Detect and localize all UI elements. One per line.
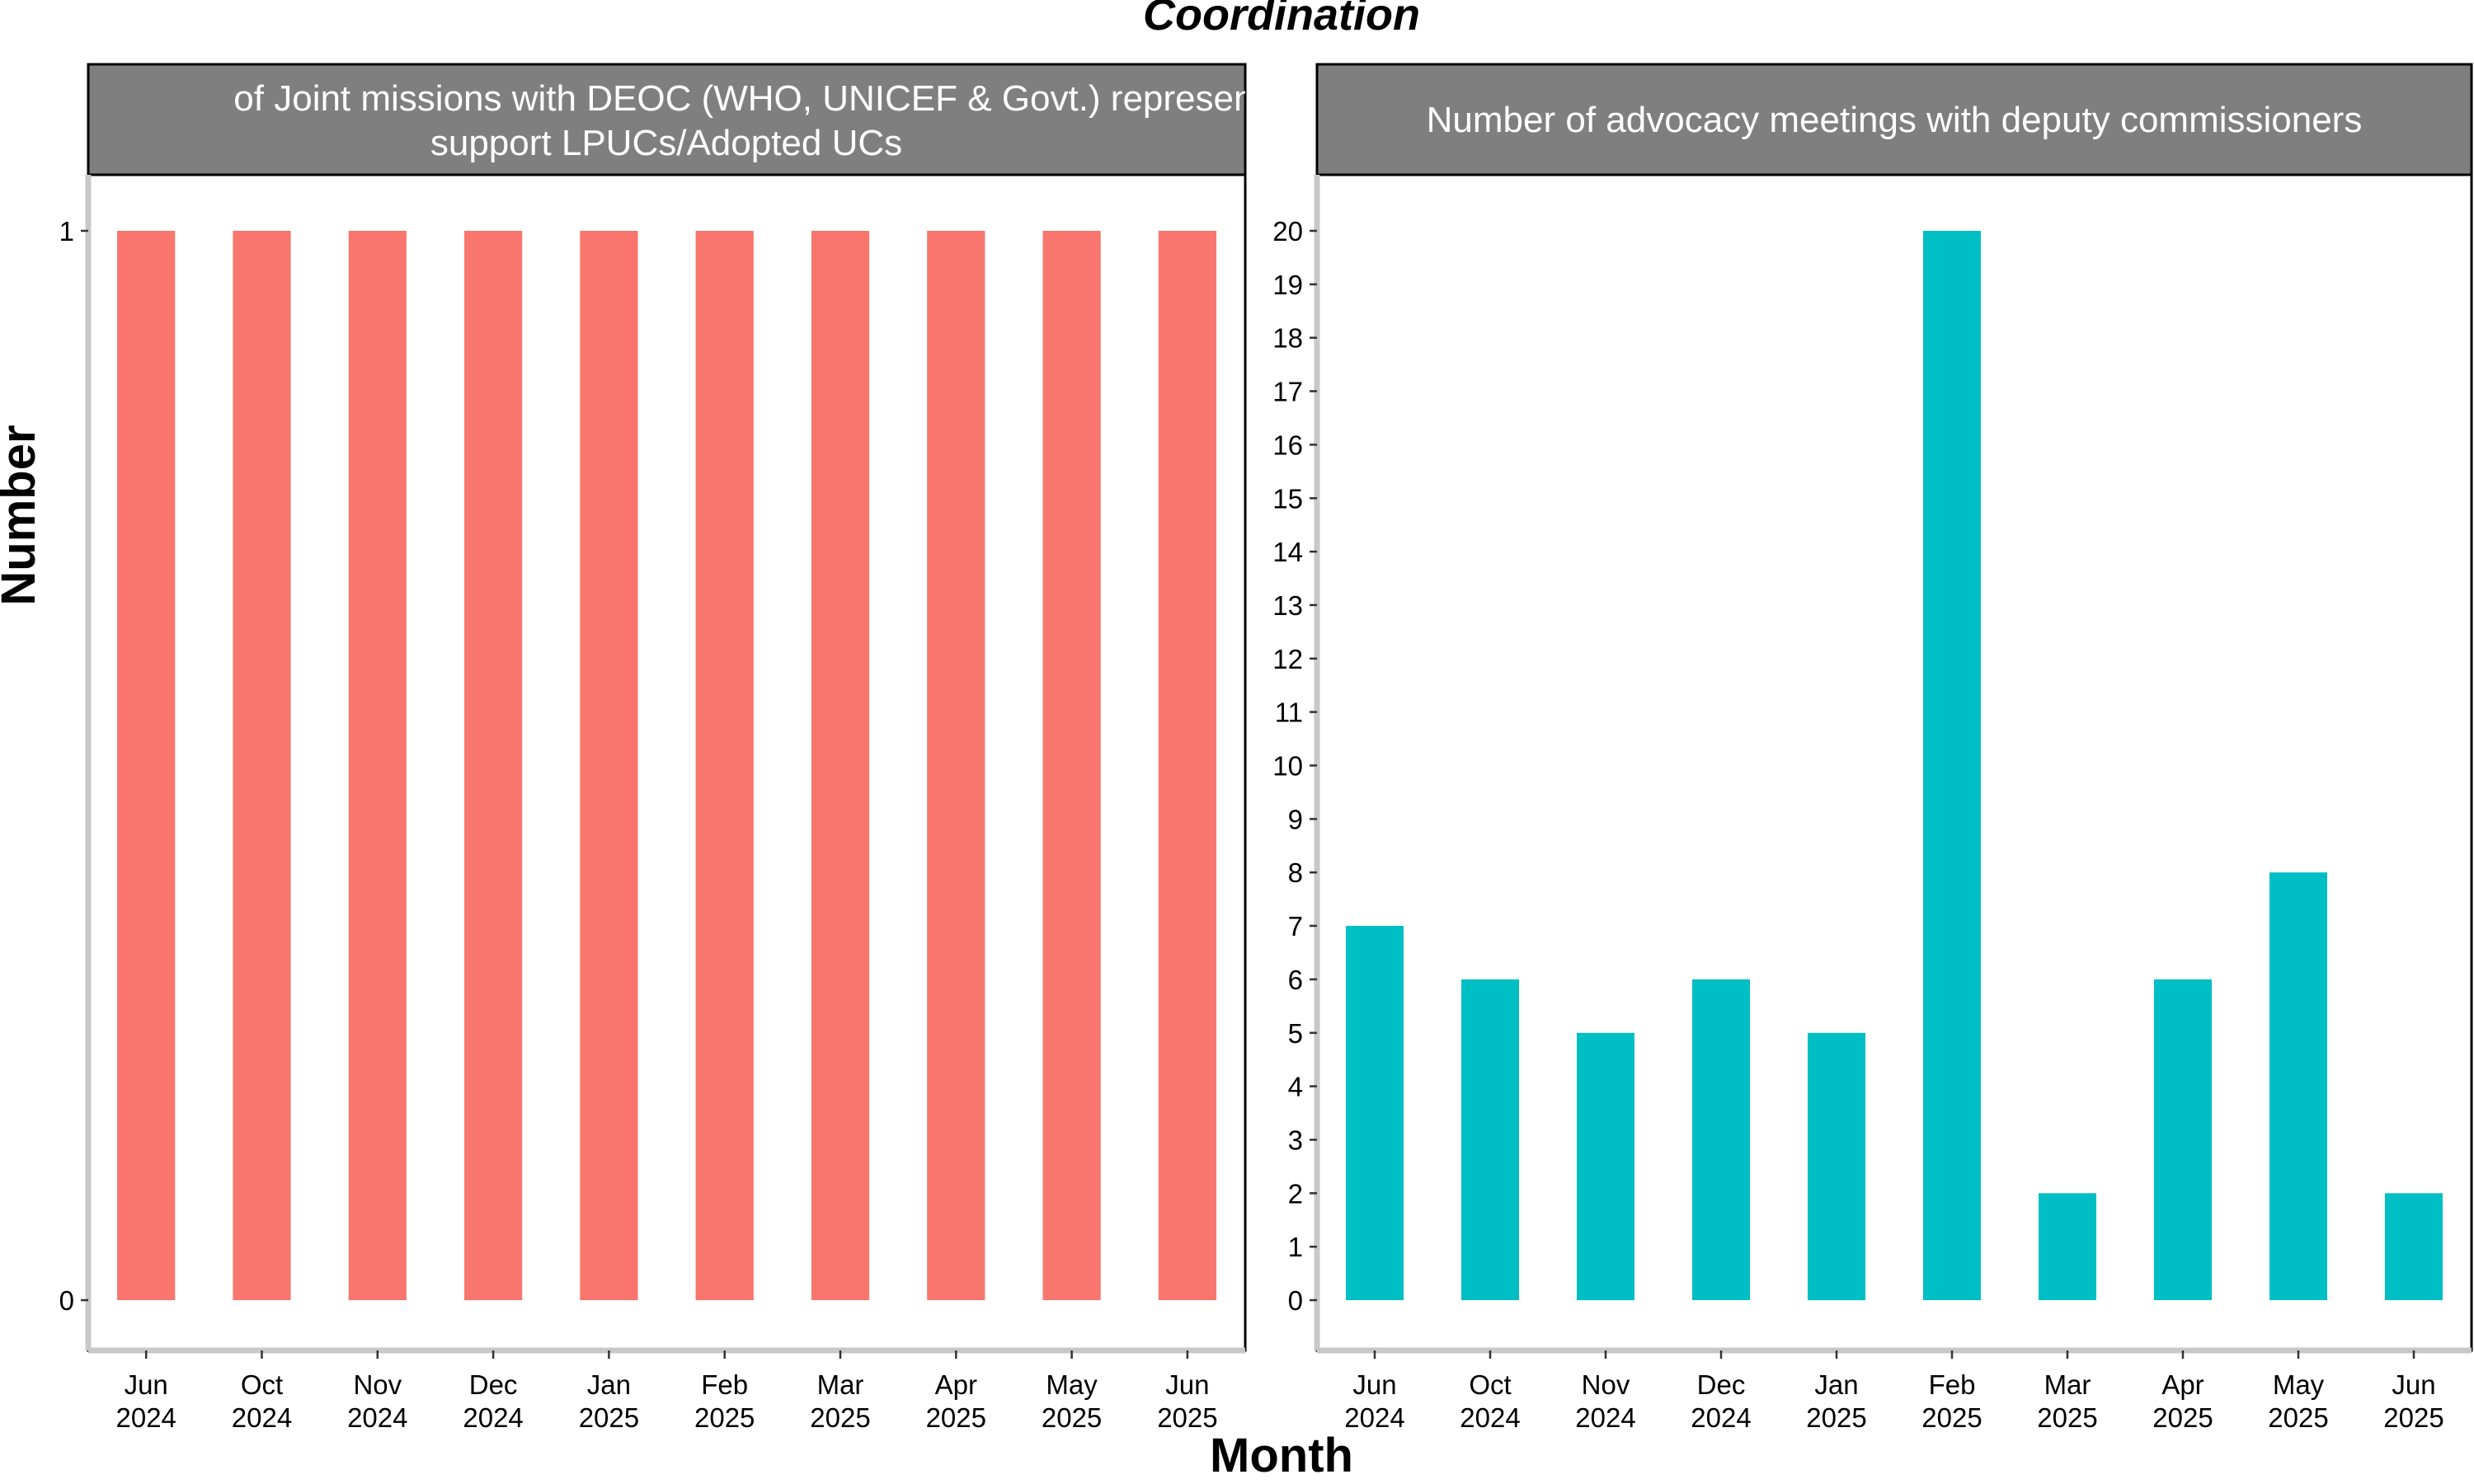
x-tick-label: Mar 2025 [810,1369,870,1433]
bar [117,231,176,1300]
y-tick-label: 14 [1272,537,1303,567]
x-axis-title: Month [1210,1429,1353,1482]
y-tick-label: 5 [1288,1018,1303,1049]
x-tick-label: Feb 2025 [1921,1369,1982,1433]
chart-title: Coordination [1143,0,1420,40]
panel-strip [1315,63,2473,176]
x-tick-label: Jan 2025 [1806,1369,1866,1433]
x-tick-label: Jun 2025 [1157,1369,1217,1433]
panel-strip [87,63,1247,176]
bar [1577,1032,1634,1301]
y-axis-ticks: 01 [59,216,88,1316]
panel-advocacy-meetings: Number of advocacy meetings with deputy … [1272,63,2473,1433]
x-tick-label: Jun 2025 [2383,1369,2443,1433]
x-axis-ticks: Jun 2024 Oct 2024 Nov 2024 Dec 2024 Jan 2025 Feb 20… [115,1350,1218,1433]
y-tick-label: 1 [1288,1232,1303,1262]
bar [1808,1032,1865,1301]
bar [2039,1193,2096,1300]
bar [927,231,985,1300]
y-tick-label: 19 [1272,270,1303,300]
y-tick-label: 15 [1272,483,1303,514]
x-axis-ticks: Jun 2024 Oct 2024 Nov 2024 Dec 2024 Jan 2025 Feb 20… [1344,1350,2444,1433]
bar [1346,926,1404,1300]
y-tick-label: 17 [1272,377,1303,407]
bar [580,231,638,1300]
y-tick-label: 16 [1272,430,1303,460]
y-tick-label: 2 [1288,1178,1303,1209]
bar [811,231,870,1300]
y-tick-label: 0 [59,1285,74,1316]
bar [1158,231,1216,1300]
x-tick-label: Apr 2025 [926,1369,986,1433]
panel-strip-line-2: support LPUCs/Adopted UCs [430,123,902,163]
y-tick-label: 3 [1288,1125,1303,1156]
panel-strip-line-1: Number of advocacy meetings with deputy … [1427,100,2363,140]
y-tick-label: 6 [1288,965,1303,995]
bar [464,231,523,1300]
x-tick-label: Jun 2024 [115,1369,176,1433]
bar [1692,979,1750,1300]
bar [1461,979,1519,1300]
x-tick-label: Jan 2025 [579,1369,639,1433]
bar [2385,1193,2443,1300]
y-tick-label: 20 [1272,216,1303,247]
y-tick-label: 10 [1272,751,1303,782]
y-tick-label: 9 [1288,804,1303,834]
y-axis-title: Number [0,425,45,605]
x-tick-label: Nov 2024 [1575,1369,1635,1433]
x-tick-label: Dec 2024 [1691,1369,1751,1433]
bar-series [1346,231,2443,1301]
panel-strip-line-1: of Joint missions with DEOC (WHO, UNICEF… [233,78,1263,119]
x-tick-label: Oct 2024 [232,1369,292,1433]
bar [233,231,291,1300]
y-tick-label: 4 [1288,1072,1303,1102]
bar [1923,231,1981,1300]
y-tick-label: 0 [1288,1285,1303,1316]
x-tick-label: Jun 2024 [1344,1369,1404,1433]
bar-series [117,231,1216,1300]
y-tick-label: 13 [1272,590,1303,621]
x-tick-label: Apr 2025 [2152,1369,2213,1433]
x-tick-label: May 2025 [1042,1369,1102,1433]
y-tick-label: 18 [1272,323,1303,354]
bar [695,231,754,1300]
bar [2154,979,2212,1300]
y-tick-label: 12 [1272,644,1303,674]
x-tick-label: Nov 2024 [347,1369,407,1433]
bar [1042,231,1101,1300]
x-tick-label: Feb 2025 [694,1369,755,1433]
y-tick-label: 7 [1288,911,1303,942]
y-tick-label: 1 [59,216,74,247]
x-tick-label: May 2025 [2268,1369,2328,1433]
bar [2269,872,2327,1300]
x-tick-label: Oct 2024 [1460,1369,1520,1433]
panel-joint-missions: of Joint missions with DEOC (WHO, UNICEF… [59,63,1263,1433]
bar [348,231,407,1300]
x-tick-label: Dec 2024 [463,1369,523,1433]
y-tick-label: 11 [1275,697,1303,728]
x-tick-label: Mar 2025 [2037,1369,2097,1433]
y-tick-label: 8 [1288,857,1303,888]
